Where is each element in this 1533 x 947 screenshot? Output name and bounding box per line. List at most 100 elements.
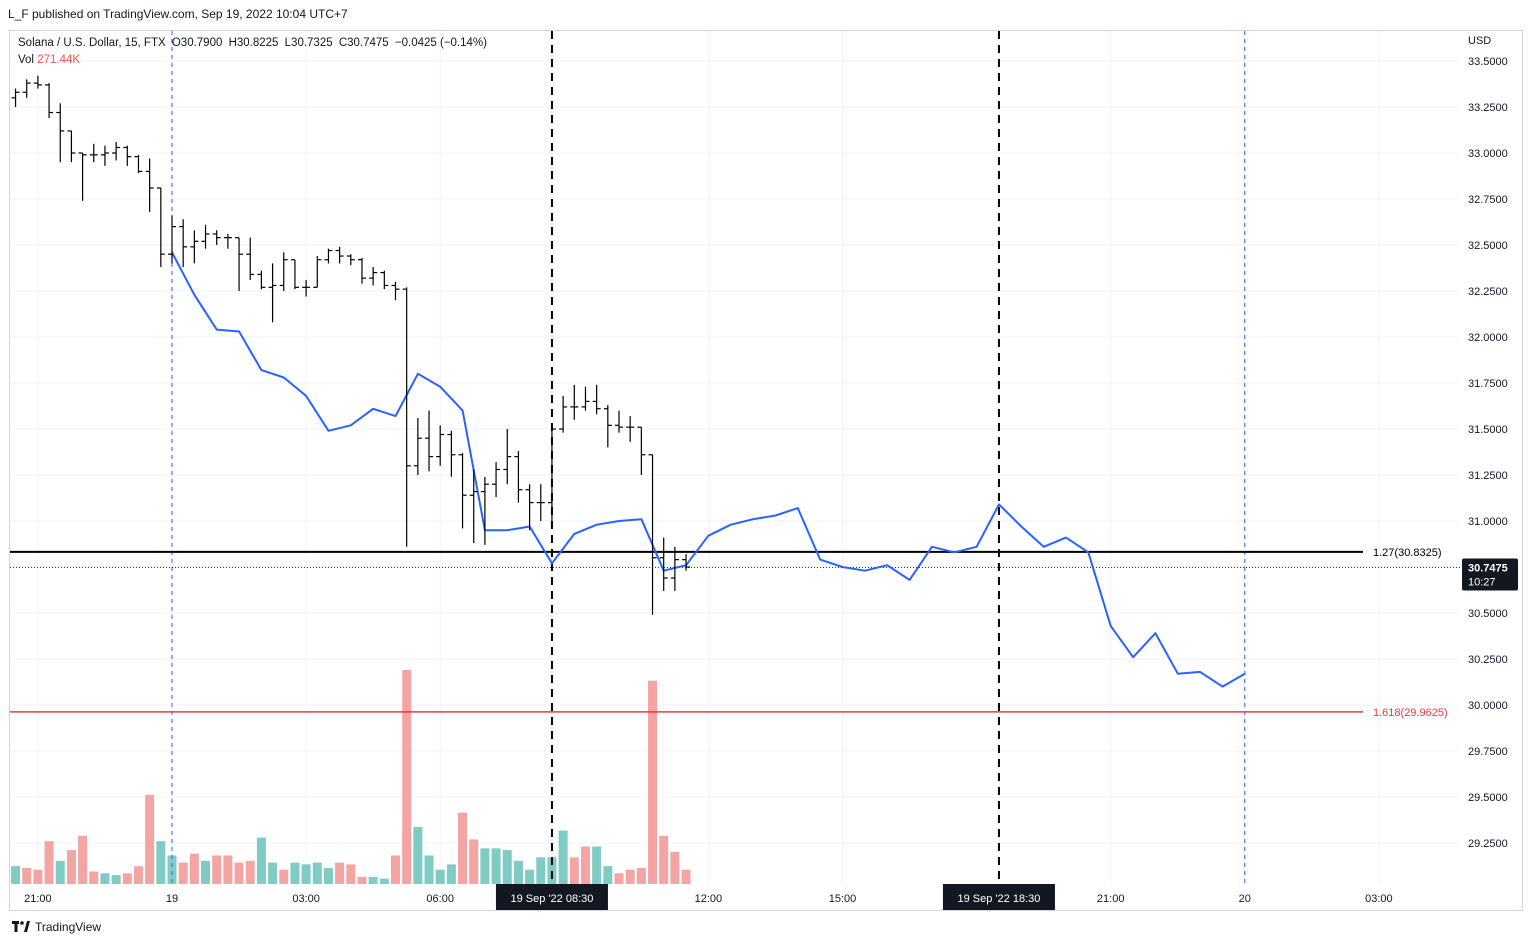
- bar-countdown: 10:27: [1468, 576, 1496, 588]
- ohlc-bar: [279, 252, 288, 291]
- volume-bar: [223, 855, 233, 884]
- price-tick-label: 29.5000: [1468, 792, 1508, 804]
- ohlc-bar: [313, 256, 322, 288]
- price-tick-label: 30.5000: [1468, 608, 1508, 620]
- ohlc-bar: [290, 259, 299, 290]
- volume-bar: [33, 869, 43, 884]
- ohlc-bar: [67, 130, 76, 163]
- ohlc-bar: [302, 279, 311, 297]
- ohlc-bar: [592, 384, 601, 415]
- ohlc-bar: [179, 219, 188, 268]
- volume-bar: [469, 839, 479, 884]
- volume-bar: [525, 869, 535, 884]
- currency-label: USD: [1468, 35, 1491, 47]
- volume-bar: [312, 862, 322, 884]
- volume-bar: [55, 860, 65, 884]
- volume-bar: [89, 871, 99, 884]
- ohlc-bar: [145, 158, 154, 212]
- time-tick-label: 19: [166, 893, 178, 905]
- brand-name: TradingView: [35, 920, 102, 934]
- volume-bar: [301, 864, 311, 884]
- time-tick-label: 15:00: [829, 893, 857, 905]
- ohlc-bar: [346, 254, 355, 266]
- ohlc-bar: [201, 224, 210, 249]
- volume-bar: [268, 862, 278, 884]
- ohlc-bar: [425, 410, 434, 472]
- ohlc-bar: [268, 263, 277, 323]
- ohlc-bar: [413, 417, 422, 475]
- volume-bar: [480, 848, 490, 884]
- volume-bar: [379, 878, 389, 884]
- ohlc-bar: [648, 454, 657, 615]
- price-tick-label: 32.0000: [1468, 332, 1508, 344]
- high-value: H30.8225: [228, 37, 279, 49]
- price-tick-label: 31.2500: [1468, 470, 1508, 482]
- ohlc-bar: [45, 83, 54, 119]
- volume-value: 271.44K: [37, 54, 81, 66]
- current-price-value: 30.7475: [1468, 562, 1508, 574]
- volume-bar: [458, 812, 468, 884]
- time-tick-label: 21:00: [1097, 893, 1125, 905]
- volume-bar: [335, 862, 345, 884]
- volume-legend: Vol 271.44K: [18, 52, 490, 69]
- ohlc-bar: [480, 476, 489, 545]
- volume-bar: [592, 846, 602, 884]
- price-tick-label: 32.7500: [1468, 194, 1508, 206]
- volume-bar: [536, 857, 546, 884]
- ohlc-bar: [514, 451, 523, 503]
- ohlc-bar: [570, 384, 579, 420]
- volume-bar: [201, 860, 211, 884]
- chart-frame: [9, 30, 1523, 911]
- volume-bar: [681, 869, 691, 884]
- volume-bar: [659, 835, 669, 884]
- volume-bar: [189, 853, 199, 884]
- ohlc-bar: [190, 230, 199, 264]
- price-axis: USD 33.5000 33.2500 33.0000 32.7500 32.5000 32…: [1462, 35, 1518, 850]
- volume-label: Vol: [18, 54, 34, 66]
- ohlc-bar: [670, 546, 679, 591]
- volume-bar: [625, 869, 635, 884]
- ohlc-bar: [100, 145, 109, 166]
- ohlc-bars: [11, 75, 691, 615]
- ohlc-bar: [11, 88, 20, 107]
- volume-bar: [256, 837, 266, 884]
- volume-bar: [424, 855, 434, 884]
- volume-bar: [145, 794, 155, 884]
- ohlc-bar: [458, 452, 467, 529]
- volume-bar: [648, 680, 658, 884]
- volume-bar: [111, 875, 121, 884]
- volume-bar: [446, 864, 456, 884]
- ohlc-bar: [123, 145, 132, 166]
- ohlc-bar: [33, 75, 42, 89]
- open-value: O30.7900: [171, 37, 223, 49]
- volume-bar: [513, 860, 523, 884]
- ohlc-bar: [369, 267, 378, 286]
- volume-bar: [413, 826, 423, 884]
- time-axis: 21:00 19 03:00 06:00 12:00 15:00 21:00 20 03:00 1…: [24, 884, 1393, 910]
- volume-bar: [603, 866, 613, 884]
- ohlc-bar: [156, 187, 165, 268]
- time-marker-badge: [942, 884, 1055, 910]
- footer-brand[interactable]: TradingView: [12, 920, 101, 934]
- close-value: C30.7475: [338, 37, 389, 49]
- price-tick-label: 32.2500: [1468, 286, 1508, 298]
- volume-bar: [636, 867, 646, 884]
- ohlc-bar: [357, 257, 366, 284]
- ohlc-bar: [603, 405, 612, 448]
- ohlc-bar: [659, 537, 668, 591]
- ohlc-bar: [168, 215, 176, 264]
- ohlc-bar: [134, 154, 143, 174]
- price-tick-label: 32.5000: [1468, 240, 1508, 252]
- ohlc-bar: [89, 143, 98, 163]
- ohlc-bar: [380, 270, 389, 290]
- ohlc-bar: [615, 410, 623, 433]
- price-tick-label: 29.7500: [1468, 746, 1508, 758]
- volume-bar: [212, 855, 222, 884]
- volume-bar: [402, 670, 412, 884]
- publisher-line: L_F published on TradingView.com, Sep 19…: [8, 7, 348, 21]
- symbol-name[interactable]: Solana / U.S. Dollar, 15, FTX: [18, 37, 166, 49]
- volume-bar: [346, 864, 356, 884]
- time-marker-badge: [495, 884, 608, 910]
- volume-bar: [357, 876, 367, 884]
